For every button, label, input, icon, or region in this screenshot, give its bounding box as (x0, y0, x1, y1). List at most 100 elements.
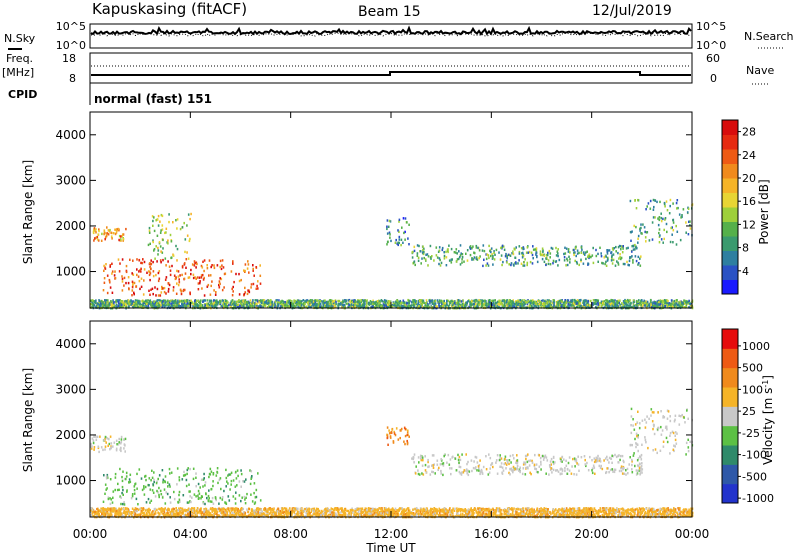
echo-cell (518, 245, 521, 248)
echo-cell (549, 303, 551, 306)
echo-cell (103, 281, 106, 284)
echo-cell (650, 306, 653, 309)
echo-cell (625, 303, 628, 307)
echo-cell (521, 252, 523, 255)
echo-cell (172, 286, 175, 289)
echo-cell (102, 289, 105, 292)
echo-cell (496, 306, 498, 309)
echo-cell (645, 208, 647, 211)
echo-cell (388, 300, 391, 303)
echo-cell (639, 303, 641, 306)
echo-cell (672, 229, 675, 232)
echo-cell (585, 257, 587, 261)
echo-cell (98, 228, 100, 231)
echo-cell (455, 515, 457, 518)
echo-cell (285, 302, 288, 305)
echo-cell (207, 304, 209, 308)
echo-cell (290, 304, 292, 307)
echo-cell (549, 252, 552, 255)
echo-cell (177, 299, 179, 302)
echo-cell (335, 300, 337, 304)
echo-cell (143, 260, 146, 264)
echo-cell (213, 301, 215, 304)
echo-cell (104, 238, 106, 241)
echo-cell (535, 247, 538, 250)
echo-cell (181, 300, 183, 303)
echo-cell (174, 277, 177, 281)
echo-cell (659, 200, 661, 204)
echo-cell (435, 254, 438, 257)
echo-cell (117, 300, 120, 304)
echo-cell (510, 303, 513, 307)
echo-cell (550, 246, 553, 250)
echo-cell (616, 304, 618, 307)
echo-cell (654, 199, 657, 202)
echo-cell (208, 303, 211, 307)
echo-cell (576, 305, 579, 309)
echo-cell (485, 302, 488, 305)
echo-cell (155, 305, 157, 308)
echo-cell (121, 515, 124, 518)
echo-cell (149, 278, 151, 282)
echo-cell (383, 301, 385, 304)
echo-cell (116, 299, 119, 302)
echo-cell (449, 301, 451, 304)
echo-cell (573, 507, 576, 510)
echo-cell (482, 244, 485, 247)
echo-cell (612, 253, 615, 256)
echo-cell (414, 263, 416, 267)
echo-cell (317, 507, 319, 511)
echo-cell (466, 249, 469, 252)
echo-cell (666, 209, 669, 212)
echo-cell (658, 306, 661, 309)
echo-cell (630, 239, 632, 242)
echo-cell (648, 304, 651, 308)
echo-cell (429, 244, 432, 248)
echo-cell (469, 508, 471, 512)
echo-cell (134, 305, 136, 309)
echo-cell (164, 257, 167, 260)
echo-cell (511, 252, 513, 255)
echo-cell (477, 302, 479, 305)
echo-cell (506, 302, 508, 306)
echo-cell (535, 305, 538, 308)
echo-cell (597, 252, 599, 256)
echo-cell (638, 299, 640, 302)
echo-cell (562, 301, 565, 304)
echo-cell (543, 304, 546, 307)
echo-cell (192, 276, 195, 280)
echo-cell (408, 299, 410, 302)
echo-cell (91, 299, 94, 302)
echo-cell (434, 302, 437, 305)
echo-cell (689, 227, 692, 230)
echo-cell (676, 230, 679, 233)
colorbar-swatch (722, 236, 738, 251)
echo-cell (531, 253, 534, 257)
echo-cell (503, 508, 506, 511)
echo-cell (157, 249, 160, 252)
echo-cell (602, 262, 604, 265)
echo-cell (526, 302, 529, 306)
echo-cell (106, 226, 108, 229)
colorbar-tick-label: 16 (742, 195, 756, 208)
echo-cell (185, 266, 187, 269)
echo-cell (330, 507, 333, 510)
echo-cell (355, 306, 358, 309)
echo-cell (483, 509, 485, 512)
echo-cell (450, 515, 453, 518)
echo-cell (469, 253, 472, 257)
echo-cell (262, 301, 264, 305)
echo-cell (108, 278, 111, 282)
power-colorbar-label: Power [dB] (757, 179, 771, 244)
echo-cell (426, 301, 428, 304)
echo-cell (404, 305, 406, 308)
echo-cell (688, 299, 690, 303)
freq-panel-frame (89, 52, 693, 84)
echo-cell (157, 246, 159, 250)
echo-cell (172, 289, 175, 292)
echo-cell (644, 230, 646, 234)
echo-cell (146, 300, 148, 303)
echo-cell (100, 507, 102, 510)
echo-cell (455, 260, 458, 263)
echo-cell (435, 246, 438, 249)
